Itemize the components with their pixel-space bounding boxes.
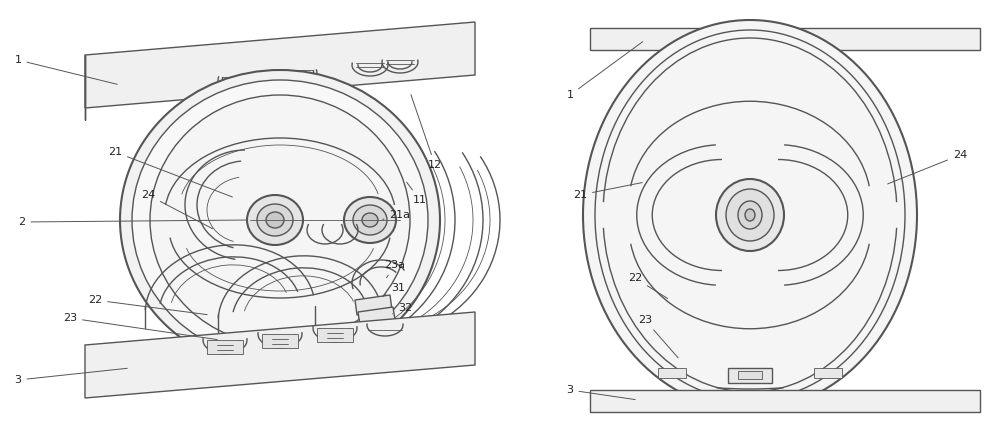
Ellipse shape (247, 195, 303, 245)
Text: 21: 21 (573, 183, 642, 200)
Text: 1: 1 (566, 42, 643, 100)
Text: 1: 1 (14, 55, 117, 84)
Ellipse shape (353, 205, 387, 235)
Ellipse shape (726, 189, 774, 241)
Text: 11: 11 (407, 182, 427, 205)
Ellipse shape (716, 179, 784, 251)
Text: 21a: 21a (383, 210, 411, 220)
Ellipse shape (150, 95, 410, 345)
Ellipse shape (132, 80, 428, 360)
Text: 22: 22 (88, 295, 207, 315)
Polygon shape (590, 28, 980, 50)
Polygon shape (85, 22, 475, 108)
Text: 32: 32 (393, 303, 412, 314)
Ellipse shape (344, 197, 396, 243)
Text: 23: 23 (63, 313, 217, 340)
Ellipse shape (738, 201, 762, 229)
Ellipse shape (257, 204, 293, 236)
Polygon shape (738, 55, 762, 63)
Polygon shape (590, 390, 980, 412)
Polygon shape (207, 340, 243, 354)
Text: 3: 3 (14, 368, 127, 385)
Polygon shape (262, 334, 298, 348)
Text: 31: 31 (382, 283, 405, 297)
Polygon shape (728, 52, 772, 67)
Text: 24: 24 (888, 150, 967, 184)
Text: 21: 21 (108, 147, 232, 197)
Polygon shape (358, 307, 395, 325)
Text: 23a: 23a (384, 260, 406, 278)
Polygon shape (317, 328, 353, 342)
Polygon shape (658, 55, 686, 65)
Text: 2: 2 (18, 217, 247, 227)
Polygon shape (814, 368, 842, 378)
Ellipse shape (266, 212, 284, 228)
Text: 12: 12 (411, 95, 442, 170)
Ellipse shape (362, 213, 378, 227)
Polygon shape (814, 55, 842, 65)
Polygon shape (355, 295, 392, 315)
Polygon shape (85, 312, 475, 398)
Polygon shape (738, 371, 762, 379)
Text: 22: 22 (628, 273, 668, 298)
Ellipse shape (745, 209, 755, 221)
Polygon shape (728, 368, 772, 383)
Ellipse shape (120, 70, 440, 370)
Text: 23: 23 (638, 315, 678, 358)
Text: 3: 3 (566, 385, 635, 399)
Text: 24: 24 (141, 190, 213, 229)
Polygon shape (658, 368, 686, 378)
Ellipse shape (583, 20, 917, 410)
